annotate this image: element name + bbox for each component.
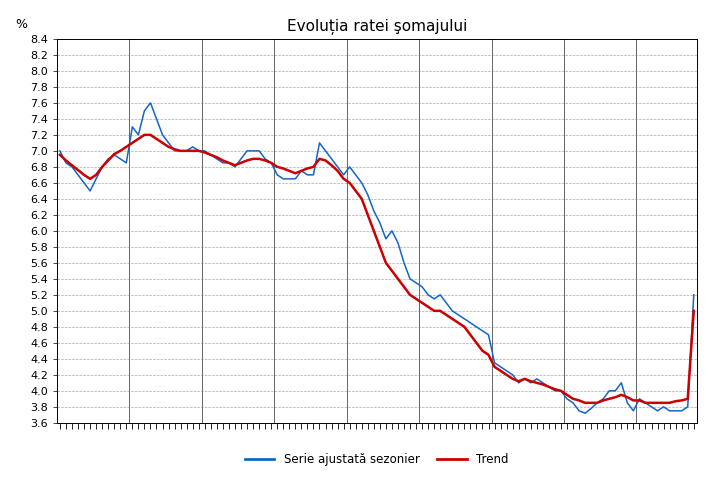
Legend: Serie ajustată sezonier, Trend: Serie ajustată sezonier, Trend xyxy=(240,448,513,470)
Text: %: % xyxy=(16,18,27,31)
Title: Evoluția ratei şomajului: Evoluția ratei şomajului xyxy=(287,18,467,35)
